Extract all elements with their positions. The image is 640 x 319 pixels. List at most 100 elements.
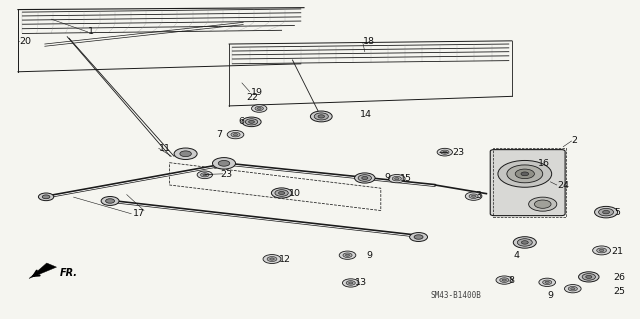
Circle shape [227,130,244,139]
Circle shape [515,169,534,179]
Circle shape [593,246,611,255]
Text: —: — [438,148,448,157]
Text: 23: 23 [452,148,465,157]
Circle shape [362,176,368,180]
Circle shape [465,192,482,200]
Circle shape [522,241,528,244]
Text: 5: 5 [614,208,620,217]
Circle shape [539,278,556,286]
Circle shape [42,195,50,199]
Circle shape [342,279,359,287]
Circle shape [234,134,237,136]
Circle shape [498,160,552,187]
Text: 3: 3 [475,191,481,200]
Circle shape [440,150,449,154]
Circle shape [252,105,267,112]
Circle shape [101,197,119,205]
Circle shape [582,274,595,280]
Text: 23: 23 [220,170,232,179]
Circle shape [543,280,552,285]
Circle shape [355,173,375,183]
Circle shape [545,281,549,283]
Circle shape [586,275,592,278]
Circle shape [529,197,557,211]
Text: 18: 18 [363,37,375,46]
Text: 8: 8 [509,276,515,285]
Circle shape [38,193,54,201]
Circle shape [596,248,607,253]
Circle shape [513,237,536,248]
Circle shape [267,256,277,262]
Text: —: — [204,170,213,179]
Circle shape [571,288,575,290]
Circle shape [564,285,581,293]
Text: 9: 9 [366,251,372,260]
Text: SM43-B1400B: SM43-B1400B [430,291,481,300]
Circle shape [392,176,401,181]
Circle shape [270,258,275,260]
Text: 13: 13 [355,278,367,287]
Circle shape [245,119,258,125]
Circle shape [521,172,529,176]
Circle shape [318,115,324,118]
Text: 7: 7 [216,130,222,139]
Circle shape [579,272,599,282]
Circle shape [502,279,506,281]
Circle shape [414,235,423,239]
Text: 16: 16 [538,159,550,168]
Text: 9: 9 [547,291,553,300]
Text: 4: 4 [513,251,519,260]
Circle shape [310,111,332,122]
Circle shape [358,175,371,181]
Circle shape [271,188,292,198]
Circle shape [395,178,399,180]
Circle shape [275,190,288,196]
Circle shape [218,160,230,166]
Circle shape [255,106,264,111]
Text: 12: 12 [279,255,291,263]
Circle shape [603,211,609,214]
Circle shape [263,255,281,263]
Text: 25: 25 [613,287,625,296]
Text: 21: 21 [611,247,623,256]
Circle shape [469,194,478,198]
Circle shape [212,158,236,169]
Text: FR.: FR. [60,268,77,278]
Text: 24: 24 [557,181,569,189]
Text: 2: 2 [572,137,577,145]
Circle shape [517,239,532,246]
Text: 6: 6 [238,117,244,126]
Text: 9: 9 [385,173,390,182]
Circle shape [598,208,614,216]
Circle shape [507,165,543,183]
Text: 15: 15 [400,174,412,183]
Circle shape [410,233,428,241]
Text: 19: 19 [251,88,263,97]
Circle shape [278,191,285,195]
Circle shape [500,278,509,282]
Polygon shape [29,263,56,278]
Circle shape [203,174,207,176]
Circle shape [346,281,355,285]
Text: 14: 14 [360,110,372,119]
FancyBboxPatch shape [490,150,565,216]
Text: 17: 17 [132,209,145,218]
Circle shape [599,249,604,251]
Text: 11: 11 [159,144,171,153]
Text: 1: 1 [88,27,93,36]
Circle shape [472,195,476,197]
Circle shape [443,151,447,153]
Circle shape [595,206,618,218]
Circle shape [180,151,191,157]
Circle shape [248,121,255,123]
Circle shape [106,199,115,203]
Text: 10: 10 [289,189,301,198]
Circle shape [197,171,212,179]
Circle shape [346,254,349,256]
Circle shape [339,251,356,259]
Text: 20: 20 [19,37,31,46]
Circle shape [314,113,328,120]
Bar [493,148,566,217]
Circle shape [534,200,551,208]
Circle shape [200,173,209,177]
